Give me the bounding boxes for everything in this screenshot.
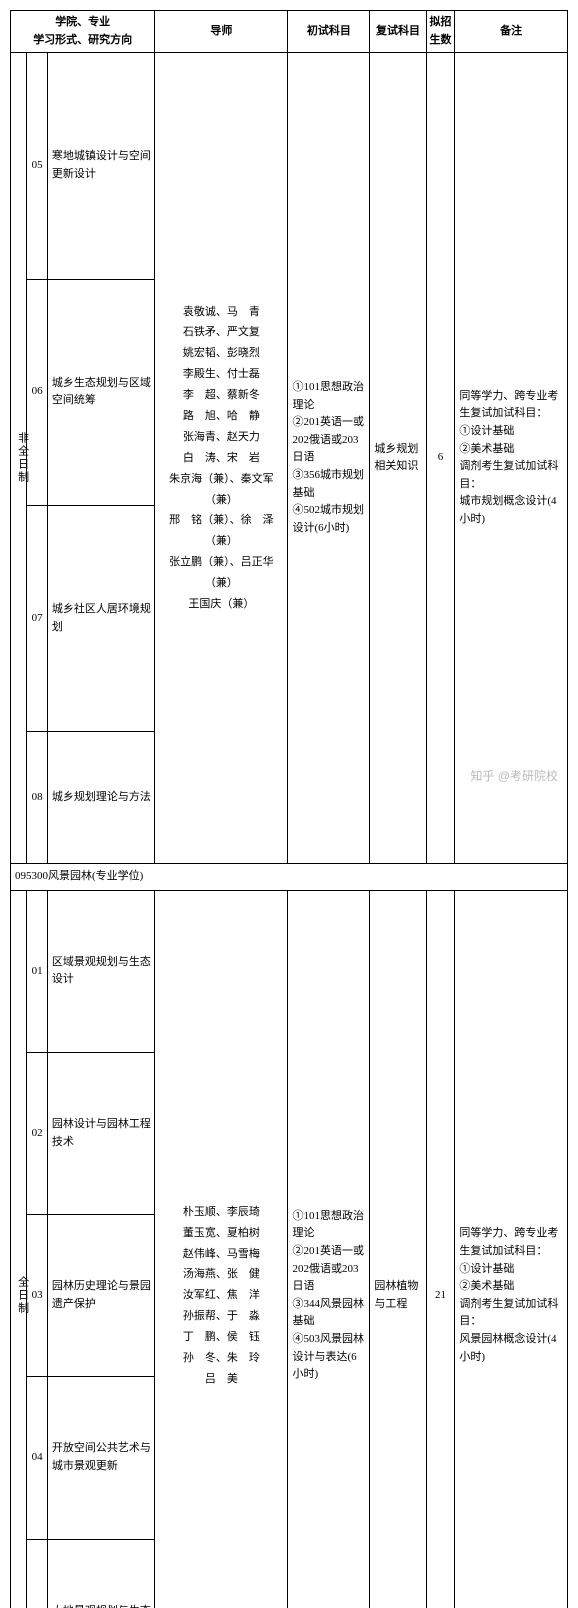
row-num: 01	[27, 890, 47, 1052]
watermark: 知乎 @考研院校	[470, 767, 558, 784]
quota: 21	[426, 890, 455, 1608]
direction: 寒地城镇设计与空间更新设计	[47, 53, 155, 279]
exam1: ①101思想政治理论②201英语一或202俄语或203日语③356城市规划基础④…	[288, 53, 370, 864]
direction: 城乡社区人居环境规划	[47, 505, 155, 731]
note: 同等学力、跨专业考生复试加试科目：①设计基础②美术基础调剂考生复试加试科目：城市…	[455, 53, 568, 864]
tutors: 朴玉顺、李辰琦董玉宽、夏柏树赵伟峰、马雪梅汤海燕、张 健汝军红、焦 洋孙振帮、于…	[155, 890, 288, 1608]
exam1: ①101思想政治理论②201英语一或202俄语或203日语③344风景园林基础④…	[288, 890, 370, 1608]
row-num: 02	[27, 1052, 47, 1214]
header-exam1: 初试科目	[288, 11, 370, 53]
header-quota: 拟招生数	[426, 11, 455, 53]
header-tutor: 导师	[155, 11, 288, 53]
row-num: 07	[27, 505, 47, 731]
header-exam2: 复试科目	[370, 11, 426, 53]
direction: 城乡生态规划与区域空间统筹	[47, 279, 155, 505]
header-major: 学院、专业学习形式、研究方向	[11, 11, 155, 53]
row-num: 05	[27, 53, 47, 279]
direction: 大地景观规划与生态修复	[47, 1539, 155, 1608]
note: 同等学力、跨专业考生复试加试科目：①设计基础②美术基础调剂考生复试加试科目：风景…	[455, 890, 568, 1608]
row-num: 04	[27, 1377, 47, 1539]
admissions-table: 学院、专业学习形式、研究方向 导师 初试科目 复试科目 拟招生数 备注 非全日制…	[10, 10, 568, 1608]
section-header: 095300风景园林(专业学位)	[11, 864, 568, 891]
quota: 6	[426, 53, 455, 864]
direction: 园林设计与园林工程技术	[47, 1052, 155, 1214]
row-num: 08	[27, 732, 47, 864]
direction: 开放空间公共艺术与城市景观更新	[47, 1377, 155, 1539]
tutors: 袁敬诚、马 青石铁矛、严文复姚宏韬、彭晓烈李殿生、付士磊李 超、蔡新冬路 旭、哈…	[155, 53, 288, 864]
row-num: 05	[27, 1539, 47, 1608]
exam2: 园林植物与工程	[370, 890, 426, 1608]
exam2: 城乡规划相关知识	[370, 53, 426, 864]
direction: 区域景观规划与生态设计	[47, 890, 155, 1052]
direction: 城乡规划理论与方法	[47, 732, 155, 864]
header-note: 备注	[455, 11, 568, 53]
study-mode: 非全日制	[11, 53, 27, 864]
study-mode: 全日制	[11, 890, 27, 1608]
direction: 园林历史理论与景园遗产保护	[47, 1215, 155, 1377]
